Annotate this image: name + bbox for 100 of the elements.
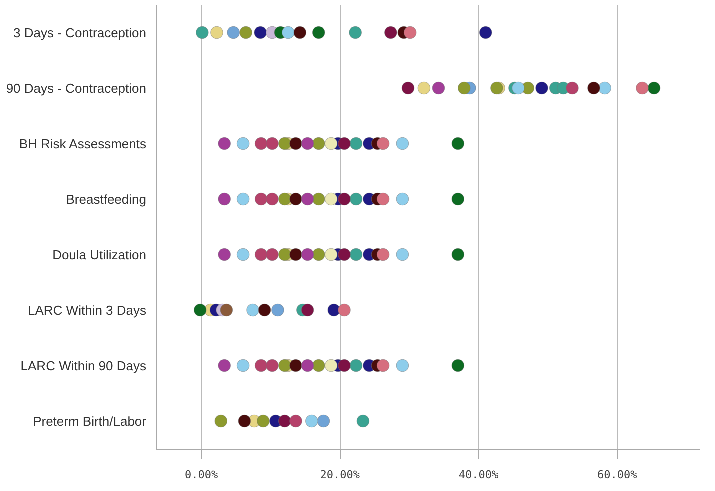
point bbox=[458, 82, 471, 95]
point bbox=[350, 137, 363, 150]
point bbox=[338, 137, 351, 150]
point bbox=[236, 248, 250, 262]
point bbox=[452, 248, 465, 262]
point bbox=[376, 248, 390, 262]
point bbox=[312, 26, 326, 40]
point bbox=[266, 248, 279, 262]
point bbox=[210, 26, 224, 40]
point bbox=[240, 26, 253, 40]
point bbox=[312, 192, 326, 206]
point bbox=[272, 304, 284, 317]
point bbox=[301, 192, 314, 206]
y-tick-label: Preterm Birth/Labor bbox=[33, 414, 148, 429]
point bbox=[246, 304, 260, 317]
point bbox=[418, 82, 431, 95]
point bbox=[236, 192, 250, 206]
point bbox=[214, 414, 228, 428]
point bbox=[566, 82, 579, 95]
point bbox=[376, 192, 390, 206]
point bbox=[256, 414, 270, 428]
point bbox=[278, 359, 292, 372]
point bbox=[301, 137, 314, 150]
point bbox=[432, 82, 446, 95]
point bbox=[194, 304, 207, 317]
point bbox=[396, 137, 410, 150]
point bbox=[648, 82, 661, 95]
point bbox=[396, 359, 410, 372]
y-tick-label: LARC Within 3 Days bbox=[28, 302, 147, 318]
point bbox=[218, 359, 232, 372]
point bbox=[278, 192, 292, 206]
point bbox=[266, 137, 279, 150]
point bbox=[350, 359, 363, 372]
point bbox=[196, 26, 209, 40]
point bbox=[376, 359, 390, 372]
point bbox=[338, 304, 351, 317]
point bbox=[266, 192, 279, 206]
point bbox=[301, 304, 314, 317]
point bbox=[218, 192, 232, 206]
x-tick-label: 60.00% bbox=[597, 468, 638, 482]
point bbox=[324, 248, 338, 262]
point bbox=[236, 137, 250, 150]
point bbox=[306, 414, 318, 428]
point bbox=[254, 26, 268, 40]
point bbox=[598, 82, 612, 95]
point bbox=[227, 26, 240, 40]
point bbox=[536, 82, 548, 95]
point bbox=[588, 82, 600, 95]
point bbox=[254, 137, 268, 150]
point bbox=[290, 137, 302, 150]
point bbox=[220, 304, 234, 317]
point bbox=[312, 137, 326, 150]
point bbox=[350, 192, 363, 206]
point bbox=[254, 248, 268, 262]
point bbox=[301, 248, 314, 262]
point bbox=[238, 414, 252, 428]
point bbox=[266, 359, 279, 372]
x-tick-label: 0.00% bbox=[184, 468, 218, 482]
y-tick-label: LARC Within 90 Days bbox=[20, 358, 147, 374]
point bbox=[338, 248, 351, 262]
point bbox=[324, 192, 338, 206]
point bbox=[338, 192, 351, 206]
point bbox=[396, 192, 410, 206]
point bbox=[290, 359, 302, 372]
point bbox=[384, 26, 398, 40]
point bbox=[278, 414, 292, 428]
point bbox=[312, 248, 326, 262]
point bbox=[218, 137, 232, 150]
x-tick-label: 40.00% bbox=[458, 468, 499, 482]
point bbox=[254, 359, 268, 372]
point bbox=[350, 248, 363, 262]
y-tick-label: 3 Days - Contraception bbox=[14, 25, 146, 40]
point bbox=[282, 26, 295, 40]
point bbox=[402, 82, 415, 95]
point bbox=[324, 359, 338, 372]
point bbox=[290, 192, 302, 206]
point bbox=[512, 82, 525, 95]
point bbox=[278, 248, 292, 262]
point bbox=[258, 304, 272, 317]
y-tick-label: 90 Days - Contraception bbox=[6, 80, 146, 96]
point bbox=[294, 26, 307, 40]
y-tick-label: BH Risk Assessments bbox=[19, 136, 147, 152]
point bbox=[338, 359, 351, 372]
point bbox=[290, 248, 302, 262]
point bbox=[218, 248, 232, 262]
point bbox=[317, 414, 330, 428]
point bbox=[356, 414, 370, 428]
point bbox=[324, 137, 338, 150]
point bbox=[349, 26, 362, 40]
point bbox=[290, 414, 302, 428]
point bbox=[254, 192, 268, 206]
y-tick-label: Doula Utilization bbox=[52, 247, 146, 262]
point bbox=[452, 359, 465, 372]
point bbox=[396, 248, 410, 262]
point bbox=[278, 137, 292, 150]
y-tick-label: Breastfeeding bbox=[66, 192, 146, 207]
point bbox=[636, 82, 649, 95]
point bbox=[376, 137, 390, 150]
point bbox=[301, 359, 314, 372]
point bbox=[404, 26, 417, 40]
